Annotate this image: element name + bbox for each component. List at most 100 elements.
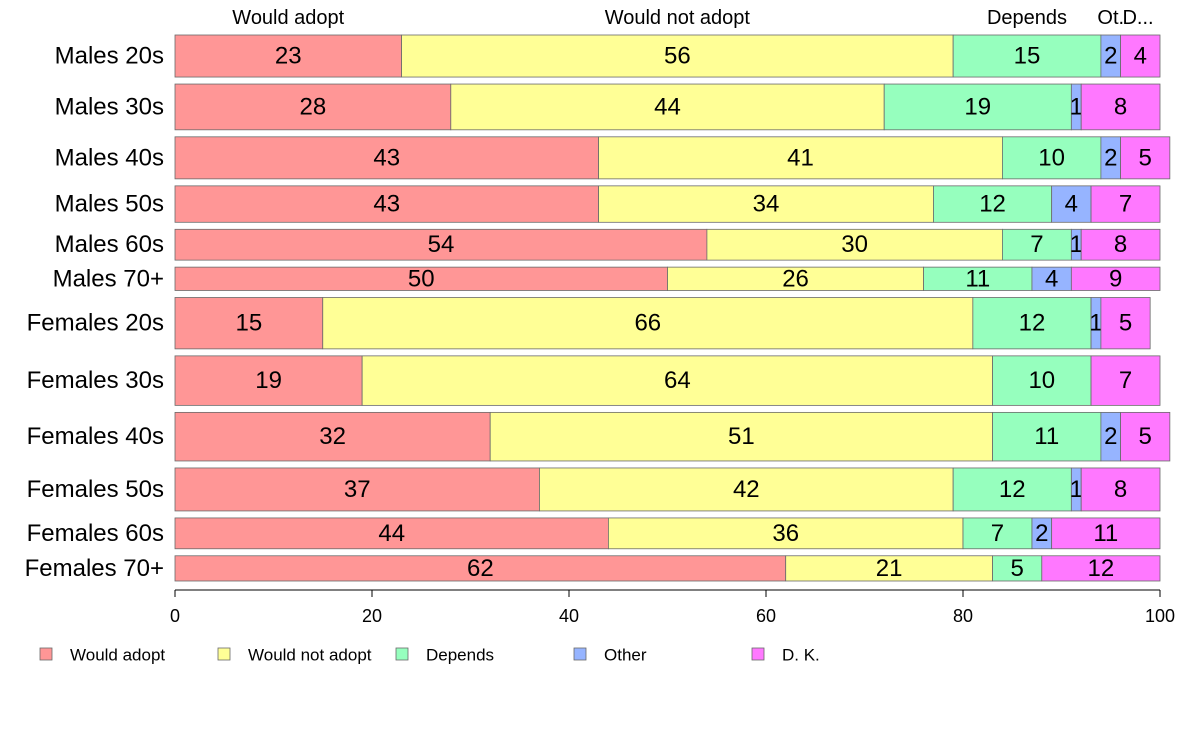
data-label: 1 bbox=[1070, 231, 1083, 258]
data-label: 7 bbox=[991, 520, 1004, 547]
category-label: Males 40s bbox=[55, 144, 164, 171]
data-label: 1 bbox=[1070, 93, 1083, 120]
category-labels: Males 20s Males 30s Males 40s Males 50s Male… bbox=[25, 43, 164, 582]
data-label: 2 bbox=[1104, 43, 1117, 70]
bar-segment bbox=[174, 228, 708, 261]
column-header-label: Depends bbox=[987, 7, 1067, 29]
data-label: 30 bbox=[841, 231, 868, 258]
data-label: 8 bbox=[1114, 231, 1127, 258]
bar-segment bbox=[539, 467, 954, 512]
data-label: 44 bbox=[378, 520, 405, 547]
data-label: 4 bbox=[1134, 43, 1147, 70]
category-label: Females 40s bbox=[27, 423, 164, 450]
bar-segment bbox=[1080, 83, 1161, 131]
category-label: Males 50s bbox=[55, 191, 164, 218]
data-label: 1 bbox=[1070, 476, 1083, 503]
data-label: 12 bbox=[1019, 310, 1046, 337]
x-tick-label: 100 bbox=[1145, 606, 1175, 626]
data-label: 8 bbox=[1114, 476, 1127, 503]
column-header-labels: Would adopt Would not adopt Depends Ot.D... bbox=[232, 7, 1153, 29]
data-label: 2 bbox=[1104, 144, 1117, 171]
bar-segment bbox=[174, 185, 599, 223]
bar-segment bbox=[992, 355, 1092, 406]
data-label: 34 bbox=[753, 191, 780, 218]
bar-segment bbox=[1080, 467, 1161, 512]
category-label: Males 20s bbox=[55, 43, 164, 70]
bar-segment bbox=[174, 297, 324, 350]
bar-segment bbox=[952, 34, 1102, 78]
data-label: 64 bbox=[664, 367, 691, 394]
data-label: 15 bbox=[236, 310, 263, 337]
legend-label: Would not adopt bbox=[248, 646, 372, 665]
data-label: 37 bbox=[344, 476, 371, 503]
bar-segment bbox=[489, 411, 993, 462]
data-label: 28 bbox=[300, 93, 327, 120]
bars: 23 56 15 2 428 44 19 1 843 41 10 2 543 34 12 4 754 30 7 1 85… bbox=[174, 34, 1171, 582]
bar-segment bbox=[962, 517, 1033, 550]
data-label: 7 bbox=[1119, 191, 1132, 218]
bar-segment bbox=[992, 555, 1043, 582]
bar-segment bbox=[1051, 185, 1092, 223]
bar-segment bbox=[322, 297, 974, 350]
bar-segment bbox=[174, 467, 540, 512]
bar-segment bbox=[972, 297, 1092, 350]
bar-segment bbox=[1041, 555, 1161, 582]
category-label: Males 60s bbox=[55, 231, 164, 258]
data-label: 5 bbox=[1010, 555, 1023, 582]
data-label: 5 bbox=[1119, 310, 1132, 337]
data-label: 41 bbox=[787, 144, 814, 171]
bar-segment bbox=[1100, 297, 1151, 350]
x-tick-label: 60 bbox=[756, 606, 776, 626]
x-tick-label: 0 bbox=[170, 606, 180, 626]
category-label: Females 60s bbox=[27, 520, 164, 547]
bar-segment bbox=[174, 355, 363, 406]
bar-segment bbox=[1120, 34, 1161, 78]
bar-segment bbox=[952, 467, 1072, 512]
data-label: 19 bbox=[255, 367, 282, 394]
bar-segment bbox=[401, 34, 954, 78]
category-label: Females 30s bbox=[27, 367, 164, 394]
data-label: 36 bbox=[772, 520, 799, 547]
legend-label: Other bbox=[604, 646, 647, 665]
data-label: 11 bbox=[1093, 520, 1118, 547]
data-label: 7 bbox=[1030, 231, 1043, 258]
bar-segment bbox=[174, 34, 402, 78]
bar-segment bbox=[1120, 411, 1171, 462]
legend-label: Depends bbox=[426, 646, 494, 665]
legend-swatch bbox=[39, 647, 53, 661]
data-label: 5 bbox=[1139, 423, 1152, 450]
bar-segment bbox=[1070, 266, 1161, 291]
data-label: 7 bbox=[1119, 367, 1132, 394]
data-label: 21 bbox=[876, 555, 903, 582]
bar-segment bbox=[174, 555, 787, 582]
data-label: 42 bbox=[733, 476, 760, 503]
data-label: 51 bbox=[728, 423, 755, 450]
column-header-label: D... bbox=[1122, 7, 1153, 29]
category-label: Females 70+ bbox=[25, 555, 164, 582]
bar-segment bbox=[174, 411, 491, 462]
data-label: 23 bbox=[275, 43, 302, 70]
category-label: Males 30s bbox=[55, 93, 164, 120]
data-label: 8 bbox=[1114, 93, 1127, 120]
data-label: 4 bbox=[1045, 265, 1058, 292]
bar-segment bbox=[450, 83, 885, 131]
data-label: 19 bbox=[964, 93, 991, 120]
bar-segment bbox=[1002, 228, 1072, 261]
legend-label: D. K. bbox=[782, 646, 820, 665]
data-label: 50 bbox=[408, 265, 435, 292]
data-label: 2 bbox=[1035, 520, 1048, 547]
bar-segment bbox=[174, 83, 452, 131]
data-label: 12 bbox=[999, 476, 1026, 503]
data-label: 43 bbox=[373, 144, 400, 171]
data-label: 5 bbox=[1139, 144, 1152, 171]
bar-segment bbox=[1002, 136, 1102, 180]
category-label: Females 20s bbox=[27, 310, 164, 337]
column-header-label: Would not adopt bbox=[605, 7, 751, 29]
data-label: 2 bbox=[1104, 423, 1117, 450]
data-label: 26 bbox=[782, 265, 809, 292]
legend-swatch bbox=[751, 647, 765, 661]
bar-segment bbox=[933, 185, 1053, 223]
bar-segment bbox=[608, 517, 964, 550]
data-label: 32 bbox=[319, 423, 346, 450]
